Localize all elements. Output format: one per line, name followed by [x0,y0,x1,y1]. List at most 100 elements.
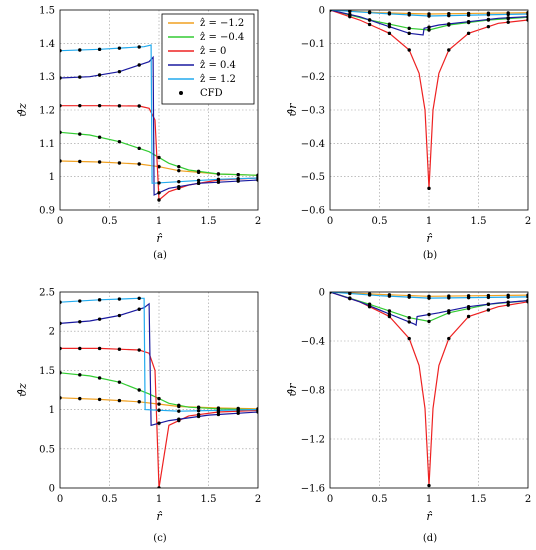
cfd-point [486,13,491,17]
cfd-point [97,397,102,402]
cfd-point [60,321,62,326]
cfd-point [216,177,221,182]
cfd-point [387,309,392,313]
cfd-point [196,169,201,174]
series-line [330,292,528,327]
cfd-point [157,486,161,488]
cfd-point [97,376,102,380]
cfd-point [466,295,471,300]
y-tick-label: −0.6 [301,206,325,217]
cfd-point [177,179,181,184]
cfd-point [78,396,82,401]
cfd-point [78,159,82,164]
legend-label: CFD [200,88,223,99]
cfd-point [157,396,161,401]
cfd-point [526,12,528,16]
cfd-point [78,299,82,303]
x-axis-label: r̂ [156,510,162,523]
y-tick-label: 1 [49,172,55,183]
cfd-point [466,19,471,24]
y-tick-label: −0.1 [301,39,325,50]
cfd-point [97,103,102,108]
cfd-point [506,20,510,24]
cfd-point [526,298,528,303]
cfd-point [447,336,451,341]
cfd-point [427,186,431,191]
cfd-point [196,414,201,419]
cfd-point [486,308,491,312]
cfd-point [137,146,141,151]
plot-area [60,296,258,488]
y-tick-label: 0.5 [39,444,55,455]
panel-2: 0 0.5 1 1.5 2 0 0.5 1 1.5 2 2.5 r̂ ϑ̂z (c) [16,288,261,545]
y-tick-label: 2 [49,327,55,338]
cfd-point [97,317,102,321]
cfd-point [256,173,258,178]
cfd-point [97,47,102,52]
cfd-point [367,22,372,27]
x-axis-label: r̂ [156,232,162,245]
y-tick-label: −0.2 [301,72,325,83]
cfd-point [506,295,510,299]
x-tick-label: 1.5 [201,216,217,227]
cfd-point [157,164,161,169]
panel-0: 0 0.5 1 1.5 2 0.9 1 1.1 1.2 1.3 1.4 1.5 r̂ ϑ̂z (a) [16,6,261,262]
cfd-point [60,48,62,53]
cfd-point [78,373,82,377]
cfd-point [486,295,491,300]
cfd-point [387,22,392,26]
cfd-point [177,409,181,413]
cfd-point [506,300,510,304]
legend-box [161,13,255,105]
cfd-point [78,48,82,52]
cfd-point [330,292,332,294]
cfd-point [387,312,392,316]
x-tick-label: 0.5 [372,216,388,227]
cfd-point [447,48,451,52]
legend-marker [179,91,183,95]
cfd-point [466,305,471,309]
cfd-point [137,104,141,108]
cfd-point [157,155,161,160]
y-tick-label: 1.3 [39,72,55,83]
panel-caption: (b) [423,250,437,261]
cfd-point [447,296,451,300]
cfd-point [526,295,528,299]
cfd-point [177,168,181,173]
x-tick-label: 1 [426,494,432,505]
cfd-point [367,10,372,15]
cfd-point [427,14,431,18]
cfd-point [387,31,392,36]
y-tick-label: 0 [319,288,325,299]
panel-3: 0 0.5 1 1.5 2 −1.6 −1.2 −0.8 −0.4 0 r̂ ϑ̂r (d) [286,288,531,545]
cfd-point [387,314,392,319]
y-tick-label: 0 [49,484,55,495]
cfd-point [117,398,122,403]
plot-frame [329,9,529,211]
cfd-point [60,159,62,163]
cfd-point [177,184,181,189]
cfd-point [196,178,201,183]
cfd-point [177,417,181,421]
cfd-point [78,346,82,351]
cfd-point [137,400,141,404]
cfd-point [236,172,240,177]
cfd-point [256,176,258,180]
cfd-point [236,411,240,415]
y-tick-label: 1.5 [39,366,55,377]
cfd-point [157,408,161,412]
x-tick-label: 1.5 [471,216,487,227]
cfd-point [216,180,221,184]
y-tick-label: 1.1 [39,139,55,150]
cfd-point [367,304,372,308]
cfd-point [177,403,181,407]
cfd-point [407,13,411,17]
cfd-point [348,12,352,17]
cfd-point [117,380,122,384]
cfd-point [236,176,240,181]
cfd-point [407,316,411,320]
cfd-point [427,28,431,32]
cfd-point [78,132,82,136]
y-axis-label: ϑ̂z [16,103,29,117]
series-line [60,297,258,412]
